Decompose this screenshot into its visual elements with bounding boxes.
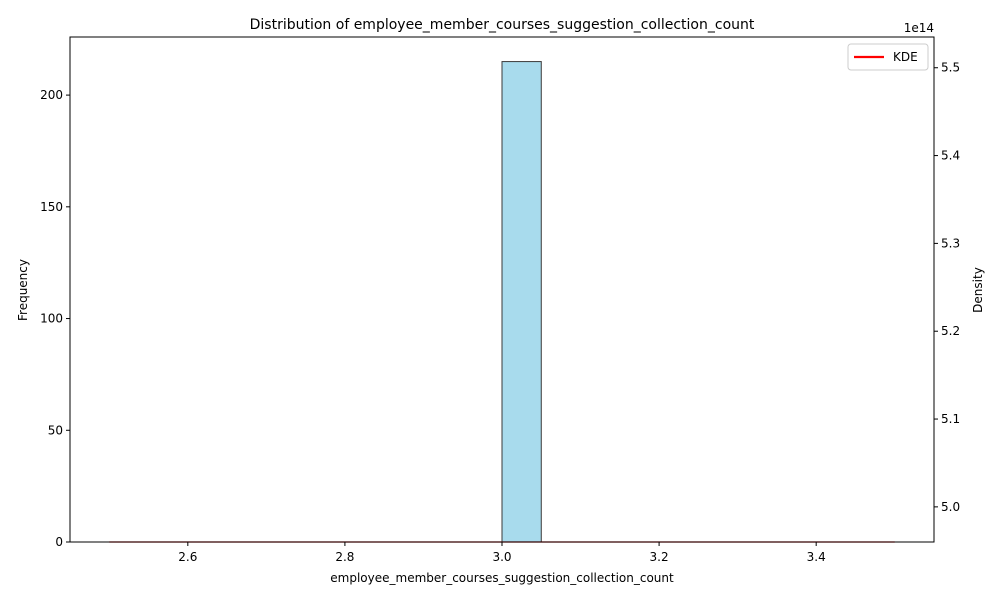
y2-tick-label: 5.3 — [941, 236, 960, 250]
x-tick-label: 2.8 — [335, 550, 354, 564]
x-axis-ticks: 2.6 2.8 3.0 3.2 3.4 — [178, 542, 826, 564]
y2-axis-label: Density — [971, 267, 985, 313]
x-axis-label: employee_member_courses_suggestion_colle… — [330, 571, 674, 585]
legend: KDE — [847, 43, 929, 71]
y2-tick-label: 5.1 — [941, 412, 960, 426]
x-tick-label: 3.0 — [492, 550, 511, 564]
y2-axis-ticks: 5.0 5.1 5.2 5.3 5.4 5.5 — [934, 61, 960, 514]
y-tick-label: 50 — [48, 423, 63, 437]
y-axis-label: Frequency — [16, 259, 30, 321]
y-tick-label: 150 — [40, 200, 63, 214]
y2-offset-text: 1e14 — [904, 21, 934, 35]
histogram-bar-0 — [501, 61, 542, 543]
x-tick-label: 3.2 — [650, 550, 669, 564]
legend-box — [847, 43, 929, 71]
y2-tick-label: 5.0 — [941, 500, 960, 514]
bars-layer — [501, 61, 542, 543]
y2-tick-label: 5.2 — [941, 324, 960, 338]
x-tick-label: 2.6 — [178, 550, 197, 564]
x-tick-label: 3.4 — [807, 550, 826, 564]
chart-title: Distribution of employee_member_courses_… — [250, 17, 755, 33]
y2-tick-label: 5.5 — [941, 61, 960, 75]
y-tick-label: 200 — [40, 88, 63, 102]
legend-kde-label: KDE — [893, 50, 918, 64]
y-tick-label: 100 — [40, 312, 63, 326]
y2-tick-label: 5.4 — [941, 149, 960, 163]
y-axis-ticks: 0 50 100 150 200 — [40, 88, 70, 549]
y-tick-label: 0 — [55, 535, 63, 549]
